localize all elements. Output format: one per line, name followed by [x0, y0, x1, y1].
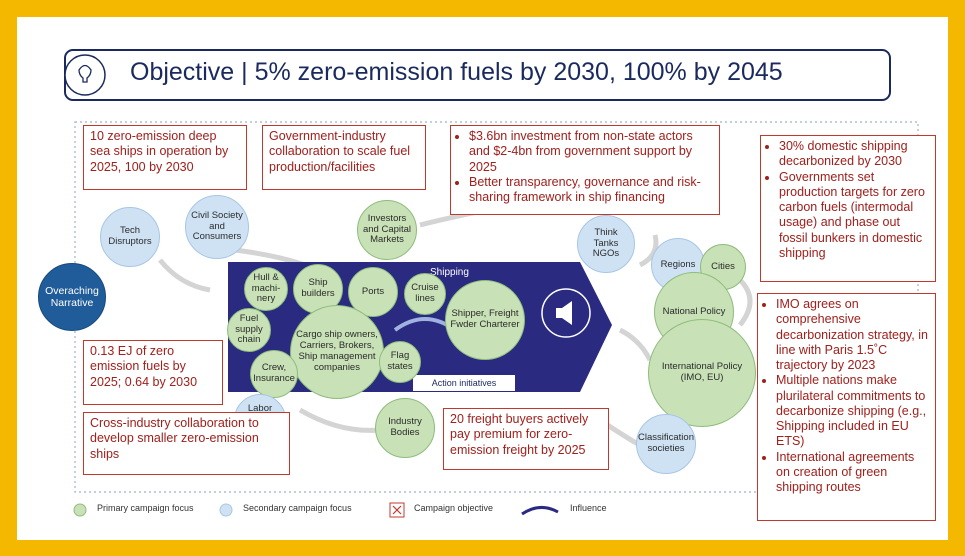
node: Cities	[700, 244, 746, 290]
legend-primary-dot	[73, 503, 87, 517]
objective-box: Government-industry collaboration to sca…	[262, 125, 426, 190]
legend-label: Campaign objective	[414, 503, 494, 513]
objective-text: 0.13 EJ of zero emission fuels by 2025; …	[90, 344, 198, 389]
action-label: Action initiatives	[413, 375, 515, 391]
legend-secondary-dot	[219, 503, 233, 517]
node: Hull & machi-nery	[244, 267, 288, 311]
objective-list: $3.6bn investment from non-state actors …	[457, 129, 713, 205]
objective-text: Government-industry collaboration to sca…	[269, 129, 411, 174]
node: Shipper, Freight Fwder Charterer	[445, 280, 525, 360]
legend-objective-x	[392, 505, 402, 515]
objective-box: 30% domestic shipping decarbonized by 20…	[760, 135, 936, 282]
megaphone-icon	[556, 301, 572, 325]
objective-box: 20 freight buyers actively pay premium f…	[443, 408, 609, 470]
objective-box: $3.6bn investment from non-state actors …	[450, 125, 720, 215]
title: Objective | 5% zero-emission fuels by 20…	[130, 58, 783, 86]
shipping-label: Shipping	[430, 267, 469, 278]
objective-box: 10 zero-emission deep sea ships in opera…	[83, 125, 247, 190]
objective-list: 30% domestic shipping decarbonized by 20…	[767, 139, 929, 261]
objective-bullet: 30% domestic shipping decarbonized by 20…	[779, 139, 929, 170]
legend-influence-arrow	[521, 506, 559, 516]
objective-text: Cross-industry collaboration to develop …	[90, 416, 259, 461]
node: Overaching Narrative	[38, 263, 106, 331]
objective-bullet: Multiple nations make plurilateral commi…	[776, 373, 929, 449]
legend-label: Secondary campaign focus	[243, 503, 352, 513]
bulb-icon	[78, 64, 92, 83]
objective-bullet: International agreements on creation of …	[776, 450, 929, 496]
node: Fuel supply chain	[227, 308, 271, 352]
objective-box: 0.13 EJ of zero emission fuels by 2025; …	[83, 340, 223, 405]
node: Tech Disruptors	[100, 207, 160, 267]
objective-box: Cross-industry collaboration to develop …	[83, 412, 290, 475]
node: Crew, Insurance	[250, 350, 298, 398]
objective-text: 10 zero-emission deep sea ships in opera…	[90, 129, 229, 174]
node: Think Tanks NGOs	[577, 215, 635, 273]
objective-bullet: $3.6bn investment from non-state actors …	[469, 129, 713, 175]
node: Investors and Capital Markets	[357, 200, 417, 260]
legend-label: Primary campaign focus	[97, 503, 194, 513]
objective-bullet: IMO agrees on comprehensive decarbonizat…	[776, 297, 929, 373]
objective-text: 20 freight buyers actively pay premium f…	[450, 412, 589, 457]
node: Industry Bodies	[375, 398, 435, 458]
megaphone-ring	[541, 288, 591, 338]
node: Civil Society and Consumers	[185, 195, 249, 259]
objective-bullet: Better transparency, governance and risk…	[469, 175, 713, 206]
node: Classification societies	[636, 414, 696, 474]
node: Cargo ship owners, Carriers, Brokers, Sh…	[290, 305, 384, 399]
objective-bullet: Governments set production targets for z…	[779, 170, 929, 262]
objective-list: IMO agrees on comprehensive decarbonizat…	[764, 297, 929, 495]
objective-box: IMO agrees on comprehensive decarbonizat…	[757, 293, 936, 521]
node: Ports	[348, 267, 398, 317]
node: Flag states	[379, 341, 421, 383]
title-icon	[64, 54, 106, 96]
node: Cruise lines	[404, 273, 446, 315]
legend-label: Influence	[570, 503, 607, 513]
node: International Policy (IMO, EU)	[648, 319, 756, 427]
